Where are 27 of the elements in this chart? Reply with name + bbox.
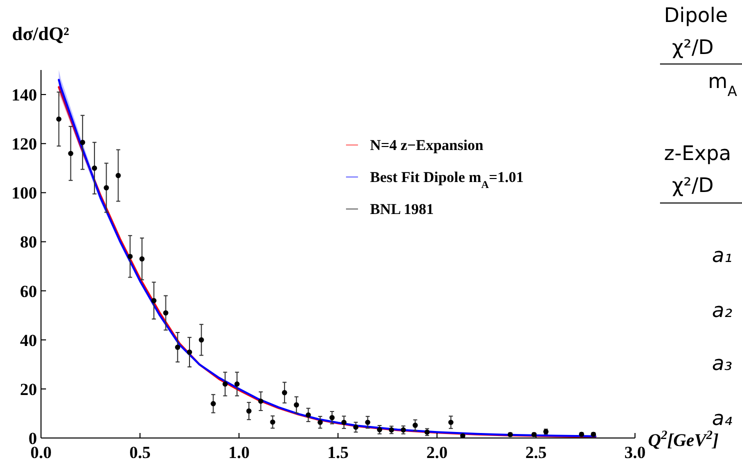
text: χ²/D (672, 35, 714, 59)
x-tick-label: 2.5 (525, 443, 547, 462)
text: z-Expa (664, 141, 732, 165)
text: a₄ (712, 406, 732, 430)
y-tick-label: 100 (12, 184, 37, 203)
x-tick-label: 1.5 (327, 443, 349, 462)
text: Dipole (664, 3, 728, 27)
y-tick-label: 80 (20, 232, 37, 252)
text: χ²/D (672, 173, 714, 197)
y-tick-label: 20 (20, 380, 37, 399)
legend-label: Best Fit Dipole m$_{A}$=1.01 (370, 170, 524, 190)
text: a₃ (712, 351, 732, 375)
y-tick-label: 40 (20, 330, 37, 350)
text: a₂ (712, 298, 732, 322)
x-tick-label: 1.0 (228, 443, 250, 462)
x-tick-label: 0.5 (129, 443, 151, 462)
y-tick-label: 120 (12, 134, 37, 154)
y-tick-label: 140 (12, 86, 37, 105)
legend-label: N=4 z−Expansion (370, 138, 484, 154)
y-axis-title: dσ/dQ² (12, 24, 70, 45)
text: m$_{A}$ (708, 69, 738, 100)
y-tick-label: 60 (20, 282, 37, 301)
x-axis-title: Q$^{2}$[GeV$^{2}$] (648, 428, 719, 450)
text: a₁ (712, 243, 732, 267)
x-tick-label: 2.0 (426, 443, 448, 462)
x-tick-label: 3.0 (624, 443, 646, 462)
legend-label: BNL 1981 (370, 202, 434, 218)
